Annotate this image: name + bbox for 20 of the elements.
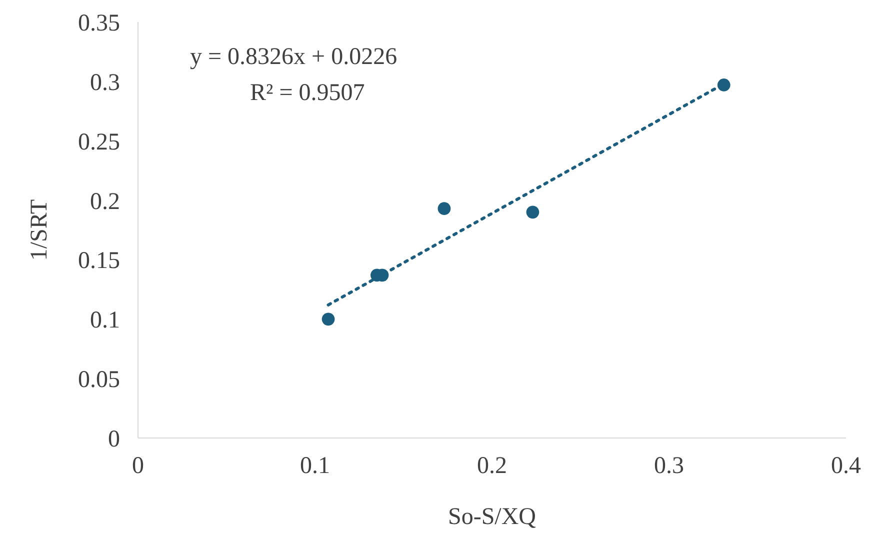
annotation: R² = 0.9507 <box>250 80 365 107</box>
y-tick-label: 0.15 <box>78 248 120 274</box>
point <box>322 312 335 326</box>
x-tick-label: 0.3 <box>654 453 684 480</box>
y-tick-label: 0.05 <box>78 367 120 394</box>
x-tick-label: 0.2 <box>477 453 507 480</box>
x-axis-title: So-S/XQ <box>448 504 536 530</box>
y-tick-label: 0.1 <box>90 308 120 334</box>
y-tick-label: 0.2 <box>90 188 120 215</box>
y-tick-label: 0.25 <box>78 129 120 156</box>
point <box>438 202 451 216</box>
y-tick-label: 0 <box>108 426 120 453</box>
annotation: y = 0.8326x + 0.0226 <box>190 44 398 71</box>
y-axis-title: 1/SRT <box>26 199 53 261</box>
x-tick-label: 0 <box>132 453 144 480</box>
y-tick-label: 0.3 <box>90 70 120 96</box>
x-tick-label: 0.1 <box>300 453 330 480</box>
point <box>526 206 540 219</box>
x-tick-label: 0.4 <box>831 453 861 480</box>
y-tick-label: 0.35 <box>78 10 120 37</box>
